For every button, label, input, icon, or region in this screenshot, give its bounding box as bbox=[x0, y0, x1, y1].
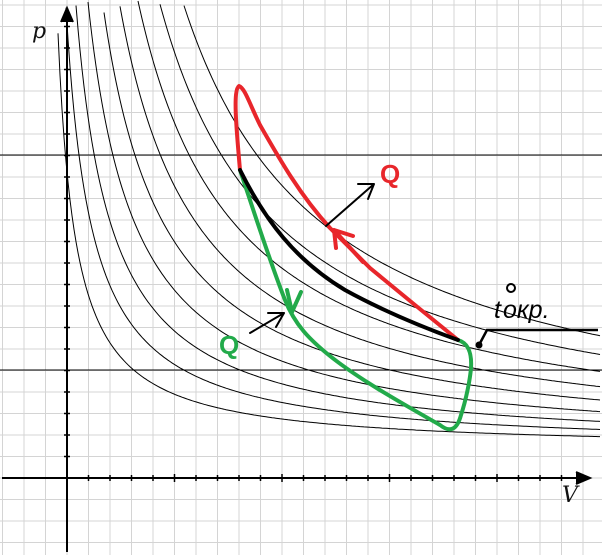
ambient-temp-label: tокр. bbox=[494, 296, 550, 324]
ambient-temp-symbol: t bbox=[494, 296, 502, 324]
heat-in-arrow bbox=[249, 312, 285, 334]
isotherm-curve bbox=[119, 6, 601, 388]
heat-label-green: Q bbox=[219, 330, 239, 360]
x-axis-arrowhead bbox=[575, 471, 593, 485]
isotherm-curve bbox=[65, 7, 601, 430]
isotherm-curve bbox=[159, 4, 601, 355]
axes bbox=[2, 5, 593, 552]
red-direction-arrow bbox=[332, 228, 365, 264]
red-path bbox=[233, 84, 460, 342]
ambient-temp-point bbox=[475, 341, 483, 349]
isotherms bbox=[57, 0, 601, 438]
isotherm-curve bbox=[137, 0, 601, 372]
isotherm-curve bbox=[183, 5, 601, 337]
major-grid bbox=[0, 154, 602, 371]
green-direction-arrow bbox=[285, 288, 303, 314]
isotherm-curve bbox=[103, 12, 601, 401]
y-axis-label: p bbox=[32, 19, 46, 44]
ambient-temp-suffix: окр. bbox=[503, 296, 550, 324]
ambient-temp-line bbox=[477, 328, 598, 346]
isotherm-curve bbox=[87, 2, 601, 413]
y-axis-arrowhead bbox=[60, 5, 74, 23]
isotherm-curve bbox=[57, 33, 600, 438]
axis-ticks bbox=[64, 25, 563, 482]
black-path bbox=[238, 168, 460, 342]
degree-symbol bbox=[506, 283, 516, 293]
green-path bbox=[238, 168, 474, 432]
heat-label-red: Q bbox=[380, 159, 400, 189]
heat-out-arrow bbox=[325, 183, 375, 227]
isotherm-curve bbox=[75, 5, 601, 422]
x-axis-label: V bbox=[562, 483, 580, 508]
